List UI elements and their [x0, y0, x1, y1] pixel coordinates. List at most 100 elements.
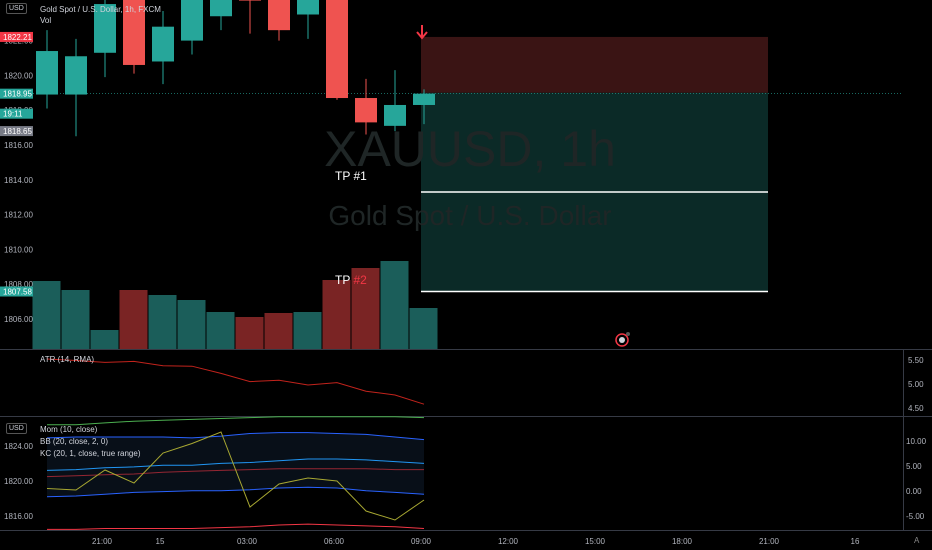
volume-bars — [32, 261, 438, 349]
tp2-label: TP #2 — [335, 273, 367, 287]
kc-indicator-label[interactable]: KC (20, 1, close, true range) — [40, 449, 141, 458]
bb-indicator-label[interactable]: BB (20, close, 2, 0) — [40, 437, 109, 446]
stop-loss-zone[interactable] — [421, 36, 768, 93]
time-tick-label: 09:00 — [411, 537, 432, 546]
price-badge-text: 1822.21 — [3, 33, 32, 42]
candle — [94, 0, 116, 78]
candle — [152, 11, 174, 85]
momentum-line — [46, 431, 425, 521]
volume-bar — [177, 300, 206, 349]
price-badge-bg — [0, 31, 33, 42]
momentum-value-tick-label: 5.00 — [906, 462, 922, 471]
symbol-title[interactable]: Gold Spot / U.S. Dollar, 1h, FXCM — [40, 5, 161, 14]
momentum-value-tick-label: 10.00 — [906, 437, 927, 446]
candle-body — [239, 0, 261, 1]
candle — [210, 0, 232, 31]
price-tick-label: 1814.00 — [4, 176, 33, 185]
mom-indicator-label[interactable]: Mom (10, close) — [40, 425, 98, 434]
watermark-name: Gold Spot / U.S. Dollar — [328, 200, 611, 231]
atr-indicator-label[interactable]: ATR (14, RMA) — [40, 355, 95, 364]
volume-bar — [351, 268, 380, 349]
price-badge: 19:11 — [0, 108, 33, 119]
candlestick-series — [36, 0, 435, 137]
momentum-price-axis: 1824.00 1820.00 1816.00 — [4, 442, 33, 521]
candle-body — [65, 56, 87, 95]
candle — [123, 0, 145, 74]
replay-icon[interactable] — [615, 332, 630, 347]
candle-body — [413, 93, 435, 105]
volume-indicator-label[interactable]: Vol — [40, 16, 52, 25]
candle-body — [36, 51, 58, 95]
candle-body — [94, 4, 116, 53]
bb-middle-line — [46, 458, 425, 471]
time-tick-label: 03:00 — [237, 537, 258, 546]
candle — [65, 38, 87, 137]
price-tick-label: 1810.00 — [4, 245, 33, 254]
price-tick-label: 1812.00 — [4, 211, 33, 220]
price-tick-label: 1820.00 — [4, 71, 33, 80]
price-badge-text: 1807.58 — [3, 288, 32, 297]
atr-tick-label: 5.00 — [908, 380, 924, 389]
price-badge-bg — [0, 126, 33, 137]
momentum-value-axis: 10.00 5.00 0.00 -5.00 — [906, 437, 927, 521]
volume-bar — [32, 281, 61, 349]
price-axis-badges: 1822.21 1818.95 19:11 1818.65 1807.58 — [0, 31, 33, 297]
candle-body — [152, 26, 174, 62]
tp1-label: TP #1 — [335, 169, 367, 183]
time-tick-label: 16 — [851, 537, 860, 546]
bb-lower-line — [46, 486, 425, 498]
candle-body — [355, 98, 377, 123]
candle — [355, 78, 377, 135]
tp2-label-prefix: TP — [335, 273, 353, 287]
kc-lower-line — [47, 523, 425, 530]
kc-upper-line — [47, 416, 425, 426]
currency-badge[interactable]: USD — [6, 3, 27, 14]
time-tick-label: 15:00 — [585, 537, 606, 546]
volume-bar — [264, 313, 293, 349]
volume-bar — [235, 317, 264, 349]
atr-axis: 5.50 5.00 4.50 — [908, 356, 924, 413]
time-axis[interactable]: 21:00 15 03:00 06:00 09:00 12:00 15:00 18:00 21:… — [92, 537, 860, 546]
price-tick-label: 1808.00 — [4, 280, 33, 289]
atr-tick-label: 4.50 — [908, 404, 924, 413]
price-badge: 1818.95 — [0, 88, 33, 99]
time-tick-label: 15 — [156, 537, 165, 546]
atr-line — [46, 358, 425, 405]
price-axis[interactable]: 1822.001820.001818.001816.001814.001812.… — [4, 37, 33, 324]
price-badge-text: 1818.65 — [3, 127, 32, 136]
candle-body — [210, 0, 232, 17]
volume-bar — [148, 295, 177, 349]
time-tick-label: 06:00 — [324, 537, 345, 546]
volume-bar — [293, 312, 322, 349]
volume-bar — [206, 312, 235, 349]
time-tick-label: 21:00 — [759, 537, 780, 546]
volume-bar — [61, 290, 90, 349]
momentum-price-tick-label: 1824.00 — [4, 442, 33, 451]
price-tick-label: 1806.00 — [4, 315, 33, 324]
candle — [36, 30, 58, 109]
volume-bar — [380, 261, 409, 349]
candle — [181, 0, 203, 55]
momentum-price-tick-label: 1816.00 — [4, 512, 33, 521]
bb-upper-line — [46, 432, 425, 441]
momentum-currency-badge[interactable]: USD — [6, 423, 27, 434]
atr-tick-label: 5.50 — [908, 356, 924, 365]
candle — [413, 89, 435, 125]
volume-bar — [409, 308, 438, 349]
candle — [239, 0, 261, 34]
time-tick-label: 12:00 — [498, 537, 519, 546]
candle — [384, 70, 406, 132]
price-tick-label: 1816.00 — [4, 141, 33, 150]
price-badge-text: 19:11 — [3, 110, 23, 119]
volume-bar — [90, 330, 119, 349]
volume-bar — [322, 280, 351, 349]
candle — [326, 0, 348, 100]
auto-scale-button[interactable]: A — [914, 536, 920, 545]
candle-body — [297, 0, 319, 15]
sell-arrow-icon — [416, 25, 428, 40]
tp2-label-number: #2 — [353, 273, 367, 287]
candle-body — [326, 0, 348, 99]
price-badge-bg — [0, 286, 33, 297]
price-badge: 1818.65 — [0, 126, 33, 137]
